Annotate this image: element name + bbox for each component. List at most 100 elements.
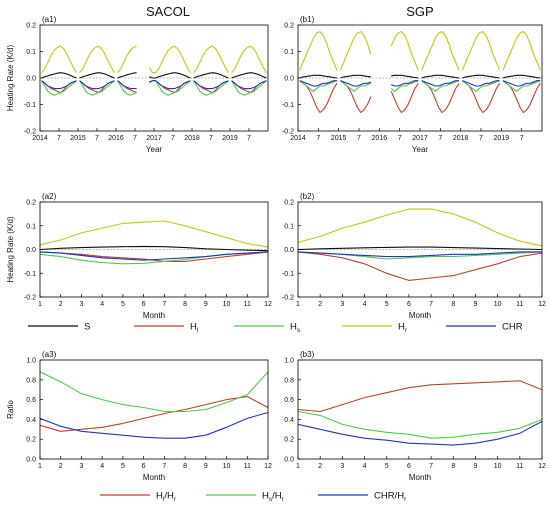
y-tick-label: 0.8	[284, 377, 294, 384]
y-tick-label: -0.2	[282, 129, 294, 136]
x-tick-label: 2	[318, 463, 322, 470]
y-tick-label: 0.2	[26, 437, 36, 444]
series-line-hr-seg2	[117, 45, 137, 74]
y-axis-label: Heating Rate (K/d)	[6, 45, 15, 112]
x-tick-label: 4	[363, 463, 367, 470]
series-line-hs-seg0	[41, 80, 77, 96]
y-tick-label: 0.0	[284, 76, 294, 83]
panel-a2: 0.20.10.0-0.1-0.21 2 3 4 5 6 7 8 9 10 11 12(a2)Mont…	[6, 192, 272, 320]
legend-label-sub: l	[163, 496, 165, 503]
series-line-s-seg3	[421, 74, 460, 79]
x-axis-label: Month	[409, 473, 431, 482]
legend-label-sub: r	[405, 327, 408, 334]
series-line-chr-hr	[297, 420, 543, 446]
x-tick-label: 1	[296, 301, 300, 308]
series-line-hs-seg5	[231, 80, 267, 96]
x-tick-label: 12	[538, 301, 546, 308]
legend-label: CHR	[502, 322, 523, 333]
legend-label: Hr	[398, 322, 408, 335]
legend-label-tail: /H	[272, 491, 282, 502]
legend-label: S	[84, 322, 90, 333]
column-title-sgp: SGP	[406, 4, 433, 19]
x-tick-label: 4	[100, 301, 104, 308]
x-tick-label: 7	[133, 135, 137, 142]
y-tick-label: 1.0	[284, 358, 294, 365]
legend-label: Hl/Hr	[156, 491, 177, 504]
legend-label: Hl	[190, 322, 199, 335]
series-line-hr-seg4	[461, 31, 501, 71]
series-line-chr-seg1	[340, 80, 372, 87]
series-line-chr-seg2	[117, 80, 137, 90]
legend-label: Hs/Hr	[262, 491, 285, 504]
x-tick-label: 2015	[70, 135, 86, 142]
series-line-chr-seg0	[41, 80, 77, 90]
x-tick-label: 1	[38, 463, 42, 470]
x-tick-label: 12	[264, 301, 272, 308]
panel-label: (b3)	[300, 350, 315, 359]
y-tick-label: 0.0	[284, 457, 294, 464]
x-tick-label: 9	[474, 301, 478, 308]
x-tick-label: 2	[59, 463, 63, 470]
series-line-s-seg2	[391, 74, 419, 79]
legend-heating-rates: S Hl Hs Hr CHR	[28, 322, 523, 335]
plot-frame	[297, 359, 543, 460]
x-tick-label: 4	[100, 463, 104, 470]
series-line-s-seg3	[149, 72, 191, 79]
series-line-hr-seg5	[502, 31, 541, 71]
x-tick-label: 8	[451, 301, 455, 308]
series-line-chr-seg2	[390, 80, 419, 87]
x-tick-label: 2016	[108, 135, 124, 142]
y-tick-label: 0.4	[26, 417, 36, 424]
x-tick-label: 2015	[331, 135, 347, 142]
column-title-sacol: SACOL	[146, 4, 190, 19]
legend-label-main: H	[290, 322, 297, 333]
series-line-hs-seg1	[79, 80, 115, 96]
series-line-hl-hr	[39, 396, 269, 432]
series-line-hr-seg2	[390, 31, 419, 71]
panel-b2: 0.20.10.0-0.1-0.21 2 3 4 5 6 7 8 9 10 11 12(b2)Mont…	[282, 192, 546, 320]
x-tick-label: 5	[385, 463, 389, 470]
x-tick-label: 2014	[290, 135, 306, 142]
y-tick-label: -0.2	[24, 295, 36, 302]
legend-item-chr-hr: CHR/Hr	[318, 491, 407, 503]
x-tick-label: 9	[204, 463, 208, 470]
series-line-hs-seg4	[462, 80, 500, 92]
series-line-s	[297, 246, 543, 251]
x-tick-label: 2018	[453, 135, 469, 142]
series-line-hl-seg3	[149, 80, 191, 94]
x-tick-label: 7	[479, 135, 483, 142]
x-tick-label: 6	[142, 463, 146, 470]
legend-label-tail-sub: r	[174, 496, 177, 503]
x-tick-label: 11	[244, 301, 251, 308]
x-tick-label: 7	[209, 135, 213, 142]
series-line-s-seg5	[231, 72, 267, 79]
series-line-hl-seg2	[390, 83, 419, 114]
y-tick-label: 0.2	[26, 23, 36, 30]
x-tick-label: 6	[142, 301, 146, 308]
x-tick-label: 11	[244, 463, 251, 470]
x-tick-label: 9	[474, 463, 478, 470]
x-tick-label: 7	[520, 135, 524, 142]
y-tick-label: 0.2	[284, 437, 294, 444]
series-line-hr-seg0	[299, 31, 338, 71]
legend-label-main: S	[84, 322, 90, 333]
y-tick-label: 0.6	[26, 397, 36, 404]
series-line-chr-seg5	[502, 80, 541, 87]
legend-item-hs-hr: Hs/Hr	[206, 491, 285, 504]
y-tick-label: 0.2	[284, 200, 294, 207]
x-tick-label: 3	[340, 301, 344, 308]
x-tick-label: 7	[171, 135, 175, 142]
x-axis-label: Month	[143, 473, 165, 482]
x-tick-label: 1	[38, 301, 42, 308]
y-tick-label: 0.2	[26, 200, 36, 207]
y-tick-label: 0.8	[26, 377, 36, 384]
series-line-chr	[39, 251, 269, 261]
x-tick-label: 11	[516, 301, 523, 308]
y-tick-label: -0.1	[24, 102, 36, 109]
series-line-hl	[297, 251, 543, 281]
y-tick-label: -0.1	[282, 271, 294, 278]
legend-label-sub: s	[297, 327, 301, 334]
x-tick-label: 10	[223, 463, 231, 470]
